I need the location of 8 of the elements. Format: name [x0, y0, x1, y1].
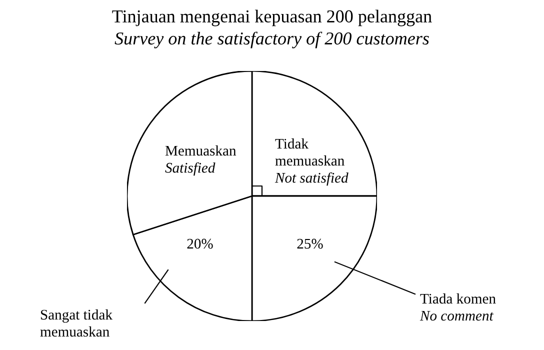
chart-title: Tinjauan mengenai kepuasan 200 pelanggan	[112, 10, 432, 26]
chart-subtitle: Survey on the satisfactory of 200 customers	[114, 32, 429, 48]
data-label: 20%	[187, 238, 213, 249]
slice-label: Memuaskan Satisfied	[165, 145, 236, 176]
slice-label: Sangat tidak memuaskan	[40, 309, 112, 337]
data-label: 25%	[297, 238, 323, 249]
slice-label: Tidak memuaskan Not satisfied	[274, 138, 348, 186]
slice-label: Tiada komen No comment	[420, 293, 496, 321]
